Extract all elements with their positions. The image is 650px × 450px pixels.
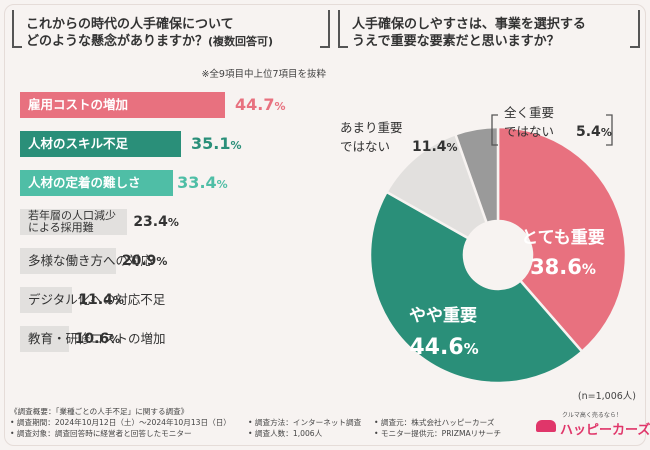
bar-row: 教育・研修コストの増加 10.6% [20, 326, 330, 352]
footer-method: • 調査方法：インターネット調査 [248, 418, 362, 427]
footer-provider: • モニター提供元：PRIZMAリサーチ [374, 429, 502, 438]
right-question: 人手確保のしやすさは、事業を選択する うえで重要な要素だと思いますか？ [338, 10, 640, 50]
bar-value-label: 20.9% [121, 253, 168, 269]
logo-name: ハッピーカーズ [560, 423, 650, 438]
left-panel: これからの時代の人手確保について どのような懸念がありますか？(複数回答可) ※… [12, 10, 330, 385]
sample-size-note: (n=1,006人) [577, 391, 636, 402]
bar-value-label: 44.7% [235, 95, 286, 114]
slice-value-label: 11.4% [412, 139, 458, 155]
bar-value-label: 10.6% [74, 331, 121, 347]
bar [20, 248, 116, 274]
bar-label: デジタル化への対応不足 [28, 292, 166, 307]
donut-slice [496, 125, 628, 354]
left-question: これからの時代の人手確保について どのような懸念がありますか？(複数回答可) [12, 10, 330, 50]
bar-value-label: 35.1% [190, 134, 242, 153]
bar [20, 131, 181, 157]
slice-label: ではない [340, 139, 390, 154]
footer-source: • 調査元：株式会社ハッピーカーズ [374, 418, 495, 427]
bar-row: デジタル化への対応不足 11.4% [20, 287, 330, 313]
bar [20, 92, 225, 118]
bar-label: 多様な働き方への対応 [28, 253, 154, 268]
slice-label: やや重要 [409, 305, 477, 326]
bar-row: 若年層の人口減少 による採用難 23.4% [20, 209, 330, 235]
slice-label: あまり重要 [340, 120, 403, 135]
bar [20, 287, 73, 313]
left-title-line1: これからの時代の人手確保について [26, 17, 234, 32]
slice-label: 全く重要 [504, 105, 554, 120]
bar [20, 170, 174, 196]
slice-value-label: 44.6% [409, 335, 478, 360]
bar-value-label: 23.4% [133, 214, 179, 230]
footer-period: • 調査期間：2024年10月12日（土）～2024年10月13日（日） [10, 418, 231, 427]
bar [20, 326, 69, 352]
right-panel: 人手確保のしやすさは、事業を選択する うえで重要な要素だと思いますか？ とても重… [338, 10, 640, 385]
left-title-sub: (複数回答可) [208, 35, 274, 48]
bar-row: 人材のスキル不足 35.1% [20, 131, 330, 157]
bar-row: 多様な働き方への対応 20.9% [20, 248, 330, 274]
footer-heading: 《調査概要：「業種ごとの人手不足」に関する調査》 [10, 407, 189, 416]
car-icon [536, 420, 556, 432]
logo-tagline: クルマ高く売るなら！ [562, 412, 622, 419]
left-title-line2: どのような懸念がありますか？ [26, 34, 209, 49]
brand-logo: クルマ高く売るなら！ ハッピーカーズ [534, 410, 650, 440]
footer-target: • 調査対象：調査回答時に経営者と回答したモニター [10, 429, 192, 438]
bar-label: 人材の定着の難しさ [28, 175, 141, 190]
bar-value-label: 33.4% [177, 173, 228, 192]
slice-value-label: 38.6% [530, 255, 596, 279]
bar-label: 雇用コストの増加 [28, 97, 129, 112]
donut-slice [368, 190, 584, 385]
donut-slice [453, 125, 500, 225]
bar-row: 雇用コストの増加 44.7% [20, 92, 330, 118]
bar-value-label: 11.4% [78, 292, 124, 308]
bar-row: 人材の定着の難しさ 33.4% [20, 170, 330, 196]
slice-label: ではない [504, 124, 554, 139]
leader-line [606, 114, 613, 146]
excerpt-note: ※全9項目中上位7項目を抜粋 [201, 69, 326, 80]
bar-label: 人材のスキル不足 [28, 136, 129, 151]
card-frame [4, 4, 646, 446]
bar-label: 教育・研修コストの増加 [28, 331, 166, 346]
footer-count: • 調査人数：1,006人 [248, 429, 323, 438]
slice-label: とても重要 [521, 227, 605, 248]
bar-label: 若年層の人口減少 による採用難 [28, 209, 116, 234]
right-title-line1: 人手確保のしやすさは、事業を選択する [352, 17, 586, 32]
leader-line [491, 114, 498, 146]
slice-value-label: 5.4% [576, 124, 612, 140]
right-title-line2: うえで重要な要素だと思いますか？ [352, 34, 560, 49]
bar [20, 209, 128, 235]
